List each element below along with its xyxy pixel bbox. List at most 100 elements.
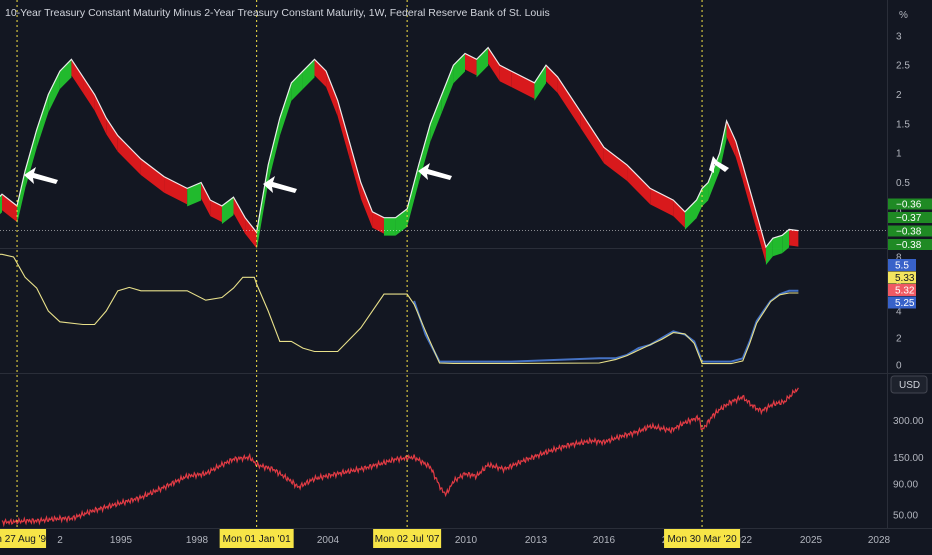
spread-ribbon-63 [789,229,799,247]
spread-ribbon-25 [314,59,327,88]
spread-ribbon-8 [83,76,95,111]
spx-unit-badge [890,375,928,394]
spread-extra-label-1-bg [888,212,932,223]
spread-ribbon-43 [534,65,547,101]
spread-ribbon-18 [233,197,246,234]
spread-line [0,46,799,249]
spread-ribbon-46 [580,112,604,164]
spread-ribbon-29 [360,182,373,228]
spread-extra-label-2-bg [888,225,932,237]
rate-value-label-1: 5.33 [895,273,915,284]
spread-ribbon-56 [726,120,736,158]
spread-ribbon-40 [488,47,500,82]
spread-ribbon-50 [673,200,685,228]
spread-ribbon-1 [2,194,18,222]
spread-ribbon-0 [0,194,2,215]
spread-ribbon-49 [650,188,674,217]
arrow-2001-shape [263,176,297,193]
spread-ribbon-45 [557,76,581,129]
spread-ribbon-26 [326,71,338,117]
spx-panel[interactable] [1,387,799,528]
spread-ribbon-23 [291,71,303,101]
x-tick-7: 2013 [525,535,548,546]
spx-line [1,387,799,528]
spread-ribbon-61 [772,235,783,257]
spread-tick-6: 3 [896,31,902,42]
rate-value-label-1-bg [888,271,916,284]
spread-ribbon-57 [735,141,743,181]
spread-ribbon-21 [268,117,280,183]
spread-ribbon-16 [210,200,222,222]
spread-ribbon-10 [106,117,118,152]
rate-line-2 [413,289,799,363]
spread-ribbon-6 [59,59,72,90]
spread-ribbon-2 [17,170,26,224]
spread-ribbon-42 [511,71,535,99]
rate-tick-2: 4 [896,307,902,318]
spread-tick-3: 1.5 [896,119,910,130]
marker-badge-3: Mon 30 Mar '20 [667,534,737,545]
rate-value-label-2-bg [888,284,916,296]
spread-ribbon-7 [71,59,84,93]
spread-ribbon-24 [302,59,315,90]
arrow-2020-shape [709,156,729,173]
rate-tick-1: 2 [896,334,902,345]
rate-value-label-3-bg [888,296,916,309]
time-axis[interactable]: 2199519982001200420072010201320162019202… [0,528,932,550]
rate-value-label-0: 5.5 [895,261,909,272]
arrow-1990-shape [24,167,58,184]
spread-ribbon-37 [453,53,465,84]
spread-ribbon-51 [684,200,697,230]
spread-ribbon-48 [627,164,651,205]
spread-ribbon-62 [782,229,790,254]
spread-ribbon-36 [441,65,454,113]
x-tick-8: 2016 [593,535,616,546]
spread-ribbon-44 [546,65,558,93]
x-tick-4: 2004 [317,535,340,546]
spx-tick-0: 50.00 [893,511,918,522]
spread-unit-label: % [899,10,908,21]
rate-value-label-3: 5.25 [895,298,915,309]
arrow-2007-shape [418,163,452,180]
spread-ribbon-11 [117,135,141,176]
rate-tick-0: 0 [896,361,902,372]
spread-ribbon-5 [48,71,60,113]
spread-ribbon-52 [696,188,703,219]
spread-tick-1: 0.5 [896,178,910,189]
x-tick-10: 2022 [730,535,753,546]
spread-ribbon-58 [742,164,755,222]
spread-tick-4: 2 [896,90,902,101]
spread-extra-label-0: −0.36 [896,200,922,211]
spread-extra-label-3-bg [888,239,932,250]
marker-badge-2-bg [373,529,442,548]
rate-value-label-2: 5.32 [895,286,915,297]
rate-panel[interactable] [0,253,799,365]
rate-value-label-0-bg [888,259,916,271]
rate-line-1 [0,253,799,365]
x-tick-0: 2 [57,535,63,546]
marker-badge-0-bg [0,529,47,548]
spread-ribbon-41 [499,65,512,88]
marker-badge-3-bg [664,529,741,548]
x-tick-12: 2028 [868,535,891,546]
spread-ribbon-20 [256,164,269,251]
x-tick-11: 2025 [800,535,823,546]
spread-extra-label-0-bg [888,198,932,210]
spread-ribbon-47 [603,147,628,181]
spread-ribbon-35 [430,94,442,142]
spread-panel[interactable] [0,46,887,265]
spread-ribbon-19 [245,217,257,249]
spread-ribbon-4 [36,94,49,148]
arrow-2007 [418,163,452,180]
spread-ribbon-22 [279,82,292,136]
arrow-2020 [709,156,729,173]
rate-tick-4: 8 [896,253,902,264]
marker-badge-0: Mon 27 Aug '90 [0,534,52,545]
spread-extra-label-2: −0.38 [896,227,922,238]
spread-ribbon-13 [164,176,188,205]
spread-ribbon-31 [383,217,396,236]
marker-badge-1: Mon 01 Jan '01 [223,534,292,545]
price-axis[interactable]: 00.511.522.53%−0.32−0.36−0.37−0.38−0.380… [888,10,932,522]
spread-ribbon-28 [349,141,361,199]
